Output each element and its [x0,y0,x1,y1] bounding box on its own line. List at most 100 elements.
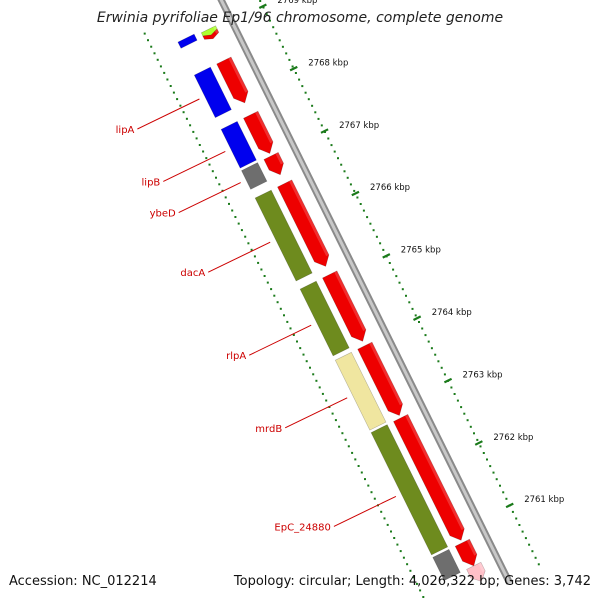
cds-arrow [216,56,249,104]
tick-label: 2762 kbp [493,433,533,443]
inner-guide-dot [172,91,175,94]
tick-guide-dot [492,471,495,474]
tick-guide-dot [460,406,463,409]
cds-arrow-highlight [289,179,329,257]
tick-guide-dot [411,307,414,310]
label-leader [207,241,271,273]
inner-guide-dot [341,432,344,435]
inner-guide-dot [266,281,269,284]
cds-arrow [243,110,274,154]
tick-guide-dot [304,91,307,94]
tick-guide-dot [269,19,271,22]
tick-guide-dot [281,45,284,48]
inner-guide-dot [221,189,224,192]
gene-label: lipA [116,125,135,136]
inner-guide-dot [370,491,373,494]
inner-guide-dot [244,235,247,238]
tick-guide-dot [479,445,482,448]
tick-label: 2768 kbp [308,59,348,69]
tick-guide-dot [388,262,391,264]
tick-guide-dot [327,137,330,140]
inner-guide-dot [305,360,308,363]
cds-layer [200,25,486,582]
inner-guide-dot [176,98,179,101]
label-leader [178,182,241,214]
tick-guide-dot [375,235,378,238]
tick-guide-dot [259,0,262,2]
inner-guide-dot [364,478,366,481]
tick-guide-dot [453,393,456,395]
cds-arrow-highlight [466,539,477,556]
tick-guide-dot [265,13,268,16]
tick-guide-dot [294,72,297,74]
inner-guide-dot [386,523,389,526]
feature-arrow-highlight [212,25,218,31]
tick-guide-dot [262,6,265,9]
gene-block [334,351,387,431]
cds-arrow [322,270,367,342]
inner-guide-dot [415,582,418,585]
inner-guide-dot [143,32,146,35]
tick-guide-dot [288,58,291,61]
tick-guide-dot [314,111,317,114]
tick-guide-dot [330,144,333,147]
inner-guide-dot [351,451,354,454]
tick-guide-dot [356,196,359,199]
inner-guide-dot [202,150,205,153]
tick-guide-dot [285,52,288,55]
inner-guide-dot [247,242,250,245]
label-leader [163,150,226,182]
inner-guide-dot [331,412,334,415]
cds-arrow [263,151,284,176]
tick-guide-dot [298,78,301,81]
tick-guide-dot [395,275,398,278]
tick-guide-dot [437,360,440,363]
inner-guide-dot [312,373,315,376]
inner-guide-dot [318,386,321,389]
feature-arrow [200,25,218,37]
tick-guide-dot [392,268,395,271]
cds-arrow [454,538,478,567]
tick-guide-dot [301,85,304,88]
cds-arrow-highlight [369,342,403,406]
tick-guide-dot [343,170,346,173]
cds-arrow-highlight [255,111,273,144]
tick-guide-dot [311,104,314,107]
major-tick [413,315,422,321]
tick-guide-dot [469,425,472,428]
tick-guide-dot [366,216,369,219]
tick-guide-dot [372,229,375,232]
inner-guide-dot [344,438,347,441]
tick-guide-dot [424,334,427,337]
tick-label: 2767 kbp [339,121,379,131]
inner-guide-dot [159,65,162,68]
tick-guide-dot [379,242,382,245]
tick-guide-dot [401,288,404,291]
gene-block [241,162,268,190]
inner-guide-dot [276,301,279,304]
inner-guide-dot [237,222,240,225]
inner-guide-dot [334,419,337,422]
tick-guide-dot [450,386,453,389]
gene-label: lipB [142,177,161,188]
inner-guide-dot [406,563,409,566]
inner-guide-dot [380,510,383,513]
inner-guide-dot [263,275,266,277]
tick-guide-dot [421,327,424,330]
inner-guide-dot [215,176,217,179]
inner-guide-dot [208,163,211,166]
genome-summary-text: Topology: circular; Length: 4,026,322 bp… [233,574,591,589]
inner-guide-dot [150,45,153,48]
feature-arrow-highlight [478,562,486,573]
cds-arrow-highlight [228,57,248,93]
inner-guide-dot [198,144,201,146]
inner-guide-dot [195,137,198,140]
inner-guide-dot [325,399,328,402]
tick-guide-dot [524,537,527,540]
inner-guide-dot [156,58,159,61]
inner-guide-dot [357,465,360,467]
inner-guide-dot [315,379,318,382]
tick-guide-dot [473,432,475,435]
inner-guide-dot [182,111,185,114]
feature-arrow [466,561,486,582]
